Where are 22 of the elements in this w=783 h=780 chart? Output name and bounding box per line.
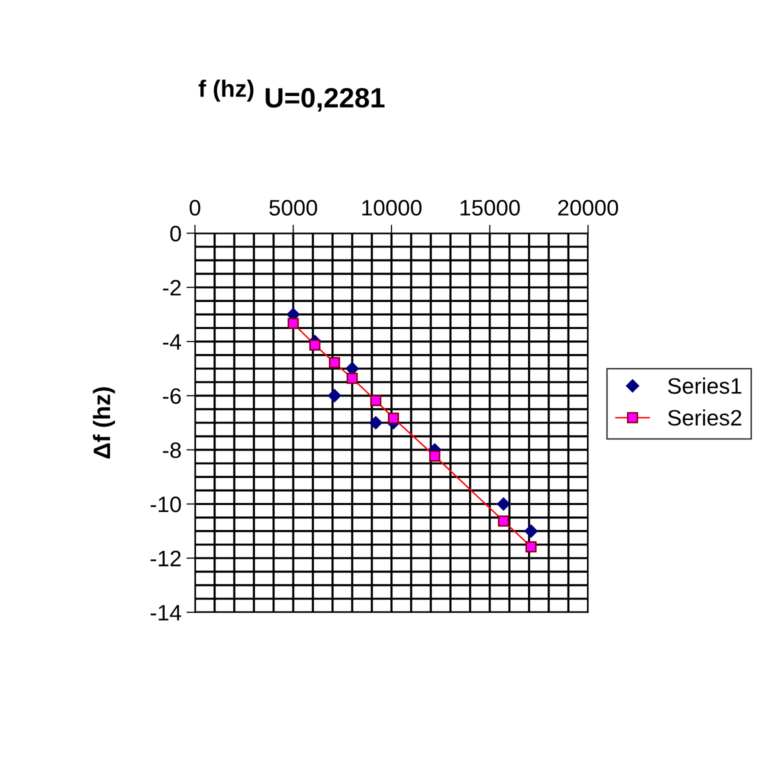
y-tick-label: -6 <box>163 388 181 404</box>
legend-label: Series1 <box>668 378 742 394</box>
x-axis-title: f (hz) <box>198 80 254 102</box>
y-tick-label: -8 <box>163 442 181 458</box>
y-tick-label: 0 <box>170 226 181 242</box>
y-tick-label: -4 <box>163 334 182 350</box>
chart-title: U=0,2281 <box>266 88 385 112</box>
y-tick-label: -10 <box>150 496 181 512</box>
point <box>524 524 538 538</box>
y-tick-label: -2 <box>163 280 181 296</box>
point <box>496 497 510 511</box>
x-tick-label: 10000 <box>362 200 422 216</box>
point <box>328 389 342 402</box>
x-tick-label: 5000 <box>269 200 318 216</box>
point <box>369 416 382 430</box>
y-tick-label: -12 <box>150 550 181 566</box>
x-tick-label: 15000 <box>460 200 520 216</box>
x-tick-label: 0 <box>190 200 200 216</box>
x-tick-label: 20000 <box>558 200 618 216</box>
y-tick-label: -14 <box>150 605 182 620</box>
y-axis-title: Δf (hz) <box>92 387 115 458</box>
legend-label: Series2 <box>668 409 742 426</box>
